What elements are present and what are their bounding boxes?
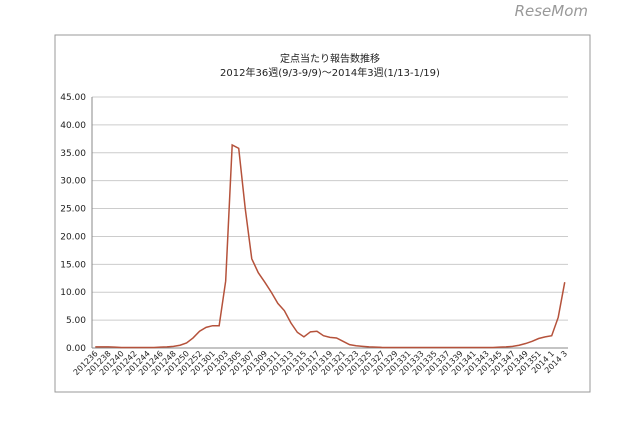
chart-title: 定点当たり報告数推移 (280, 52, 380, 65)
y-tick-label: 0.00 (66, 344, 86, 354)
y-tick-label: 15.00 (60, 260, 86, 270)
chart-frame (54, 34, 591, 393)
y-tick-label: 40.00 (60, 121, 86, 131)
y-tick-label: 25.00 (60, 205, 86, 215)
y-tick-label: 35.00 (60, 149, 86, 159)
y-tick-label: 20.00 (60, 232, 86, 242)
y-tick-label: 30.00 (60, 177, 86, 187)
watermark: ReseMom (515, 2, 588, 20)
data-line (95, 143, 566, 349)
y-tick-label: 10.00 (60, 288, 86, 298)
chart-subtitle: 2012年36週(9/3-9/9)～2014年3週(1/13-1/19) (220, 66, 440, 79)
y-tick-label: 45.00 (60, 93, 86, 103)
y-tick-label: 5.00 (66, 316, 86, 326)
